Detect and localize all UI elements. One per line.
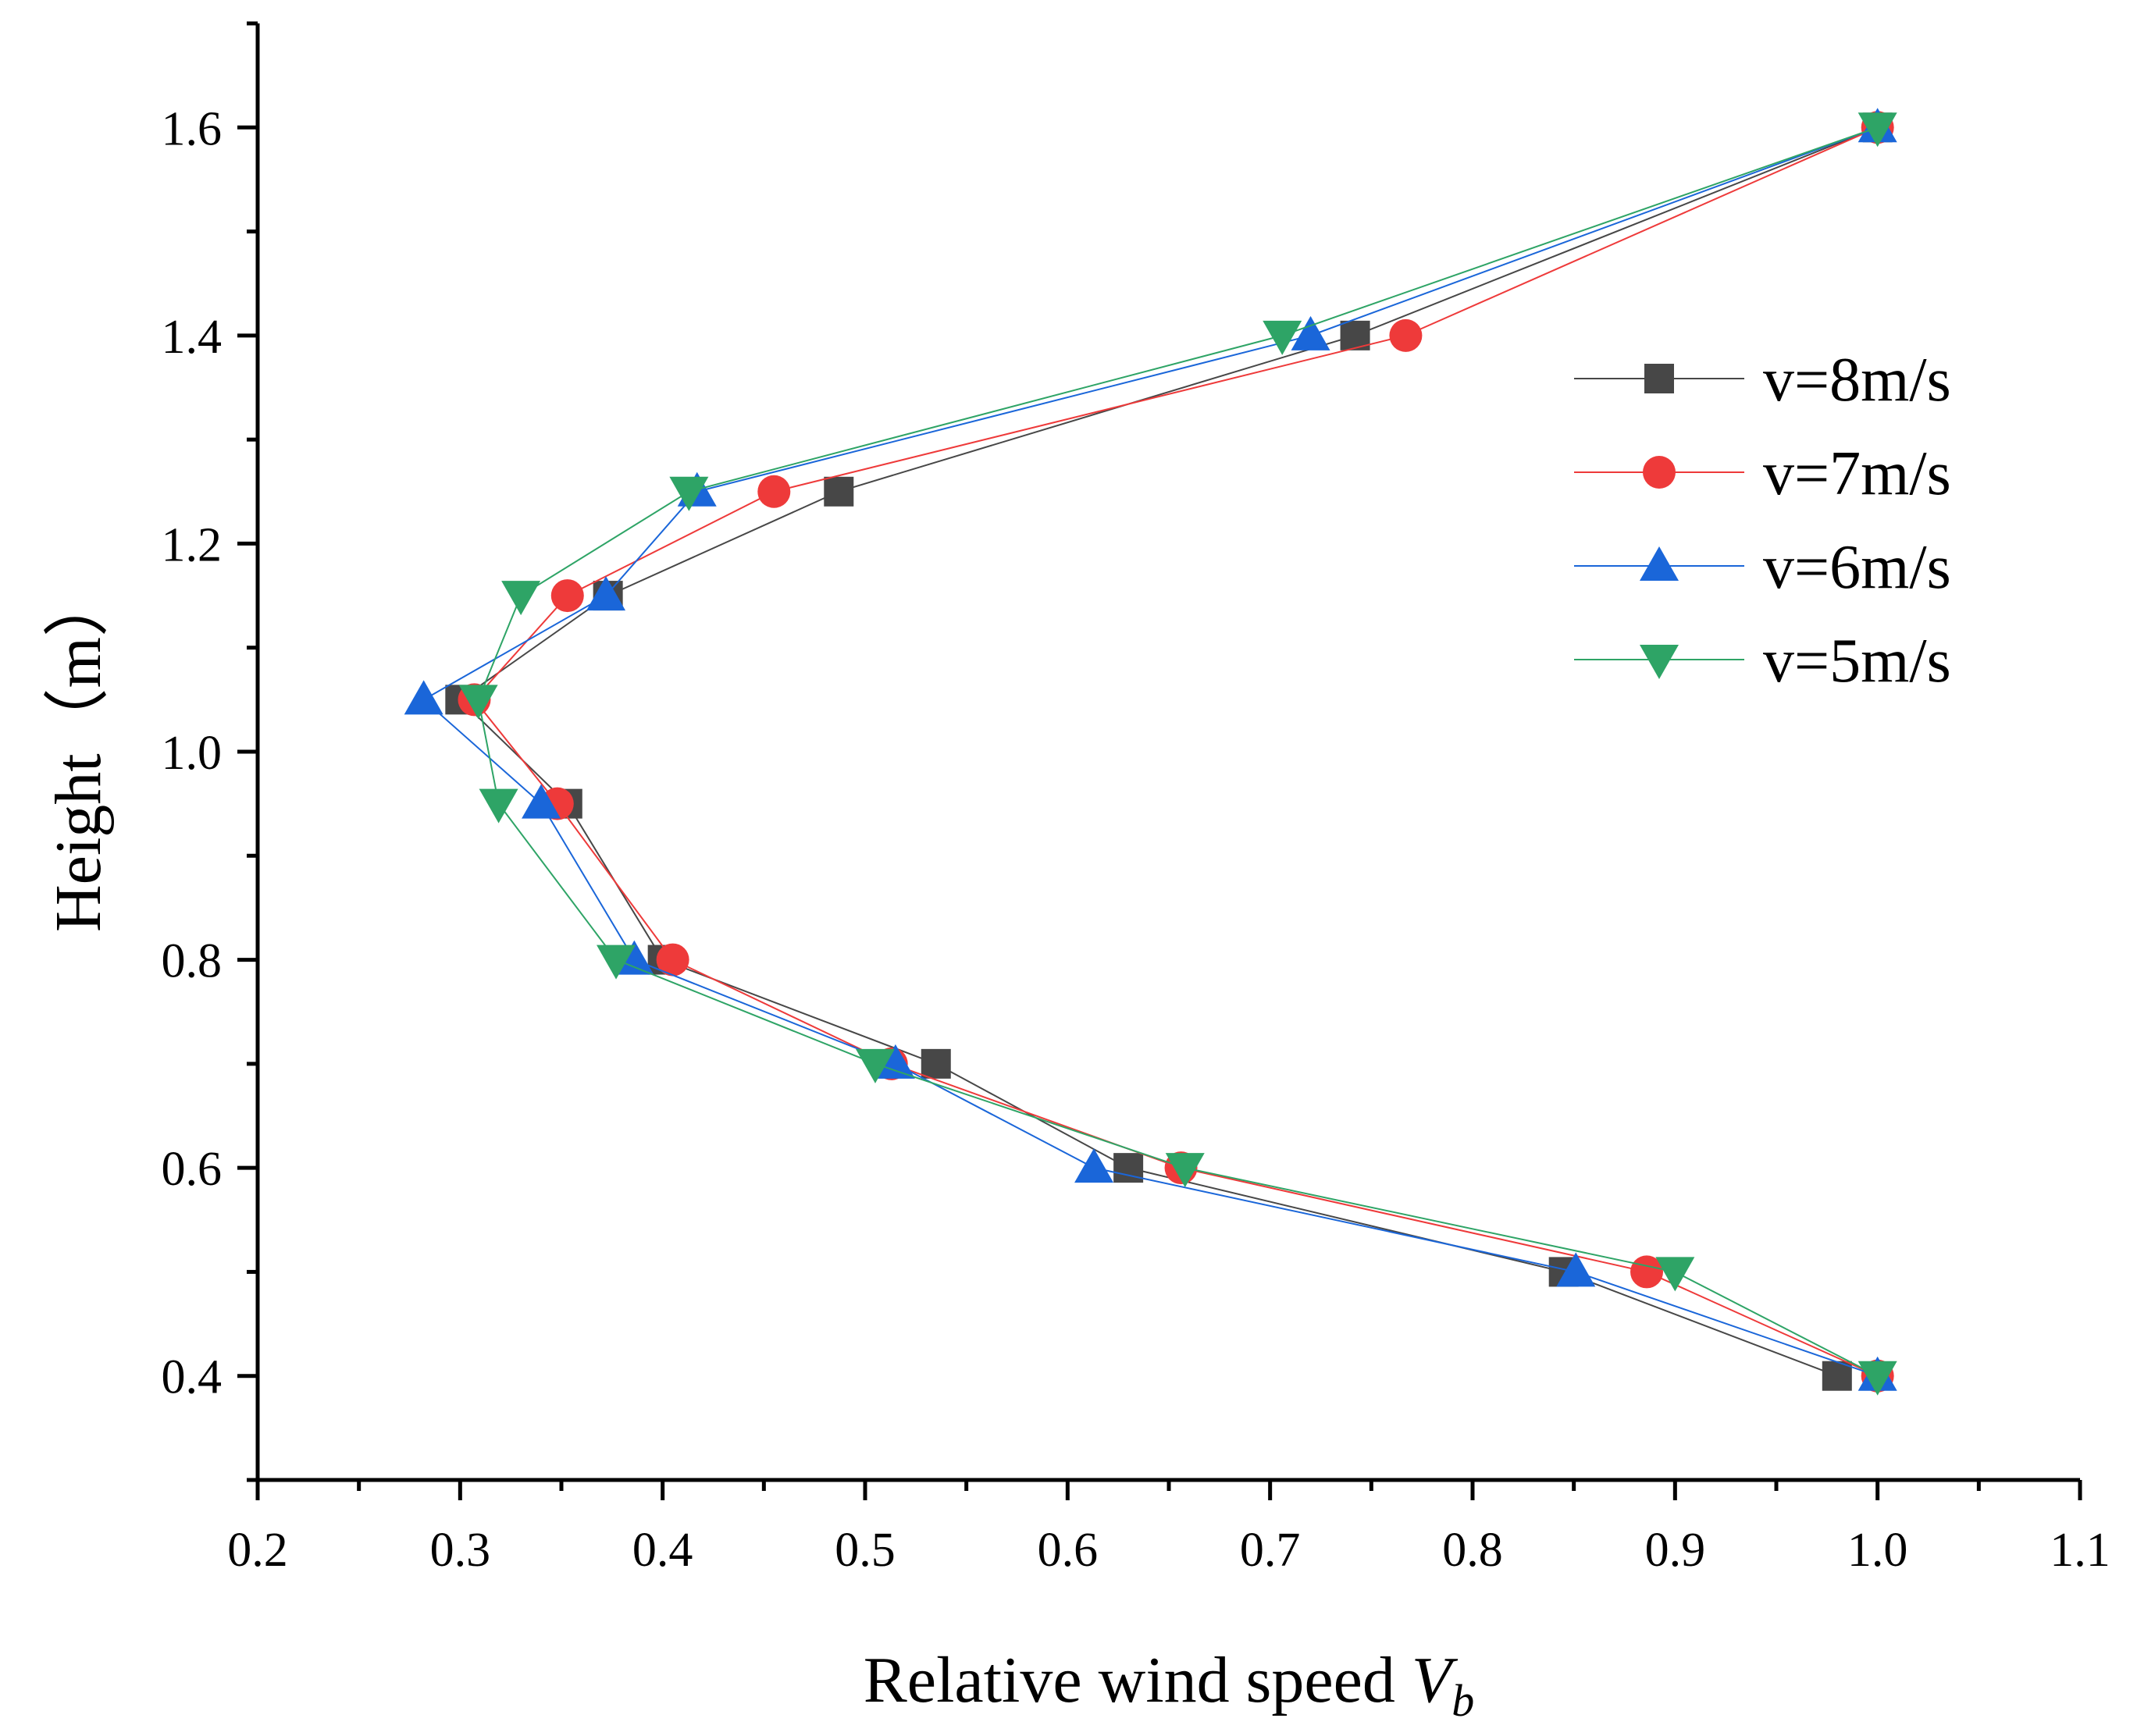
legend-label: v=7m/s [1763,439,1951,508]
data-point [1858,112,1897,148]
data-point [1263,320,1302,355]
data-point [875,1044,915,1079]
data-point [757,475,791,508]
legend-marker [1643,456,1676,489]
y-ticks: 0.4 0.6 0.8 1.0 1.2 1.4 1.6 [162,21,258,1482]
x-tick-label: 1.1 [2050,1524,2110,1577]
data-point [597,944,636,980]
series-1 [458,111,1894,1393]
plot-area [255,23,2080,1482]
y-tick-label: 1.0 [162,727,223,780]
x-tick-label: 0.6 [1038,1524,1099,1577]
legend-marker [1640,546,1679,581]
series-line [477,126,1879,1377]
x-tick-label: 0.8 [1442,1524,1503,1577]
series-2 [404,108,1897,1391]
data-point [522,784,561,819]
data-point [550,579,584,613]
legend-label: v=8m/s [1763,346,1951,414]
series-layer [404,108,1897,1396]
x-tick-label: 0.4 [632,1524,693,1577]
series-0 [445,112,1893,1391]
y-tick-label: 1.6 [162,102,223,155]
series-line [473,126,1879,1377]
data-point [656,943,689,976]
x-tick-label: 0.2 [227,1524,288,1577]
x-ticks: 0.2 0.3 0.4 0.5 0.6 0.7 0.8 0.9 1.0 1.1 [227,1480,2110,1577]
y-tick-label: 1.4 [162,311,223,364]
legend: v=8m/s v=7m/s v=6m/s v=5m/s [1574,346,1951,695]
x-tick-label: 0.9 [1645,1524,1706,1577]
data-point [669,476,709,511]
data-point [614,940,654,975]
data-point [458,685,498,720]
legend-label: v=5m/s [1763,627,1951,695]
data-point [1291,315,1330,350]
data-point [855,1048,895,1083]
data-point [586,576,626,611]
data-point [501,581,541,616]
x-tick-label: 1.0 [1847,1524,1908,1577]
data-point [824,476,854,507]
data-point [1389,318,1423,352]
legend-label: v=6m/s [1763,533,1951,602]
data-point [404,680,443,715]
data-point [1074,1148,1114,1183]
x-tick-label: 0.5 [835,1524,896,1577]
legend-marker [1640,645,1679,679]
data-point [1858,1361,1897,1396]
data-point [479,788,518,824]
x-tick-label: 0.3 [430,1524,491,1577]
series-3 [458,112,1897,1396]
y-tick-label: 0.6 [162,1143,223,1196]
series-line [458,126,1879,1377]
x-tick-label: 0.7 [1240,1524,1301,1577]
legend-marker [1644,364,1674,393]
data-point [1165,1153,1205,1188]
data-point [1655,1257,1695,1292]
series-line [422,126,1879,1377]
data-point [1556,1252,1596,1287]
y-tick-label: 1.2 [162,518,223,571]
y-tick-label: 0.8 [162,935,223,988]
x-axis-title: Relative wind speed Vb [864,1644,1474,1726]
y-axis-title: Height（m） [42,571,115,932]
y-tick-label: 0.4 [162,1351,223,1404]
data-point [921,1048,951,1079]
